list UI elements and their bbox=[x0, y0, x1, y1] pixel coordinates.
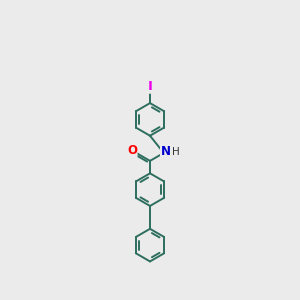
Text: I: I bbox=[148, 80, 152, 93]
Text: O: O bbox=[127, 144, 137, 157]
Text: H: H bbox=[172, 147, 179, 157]
Text: N: N bbox=[160, 145, 170, 158]
